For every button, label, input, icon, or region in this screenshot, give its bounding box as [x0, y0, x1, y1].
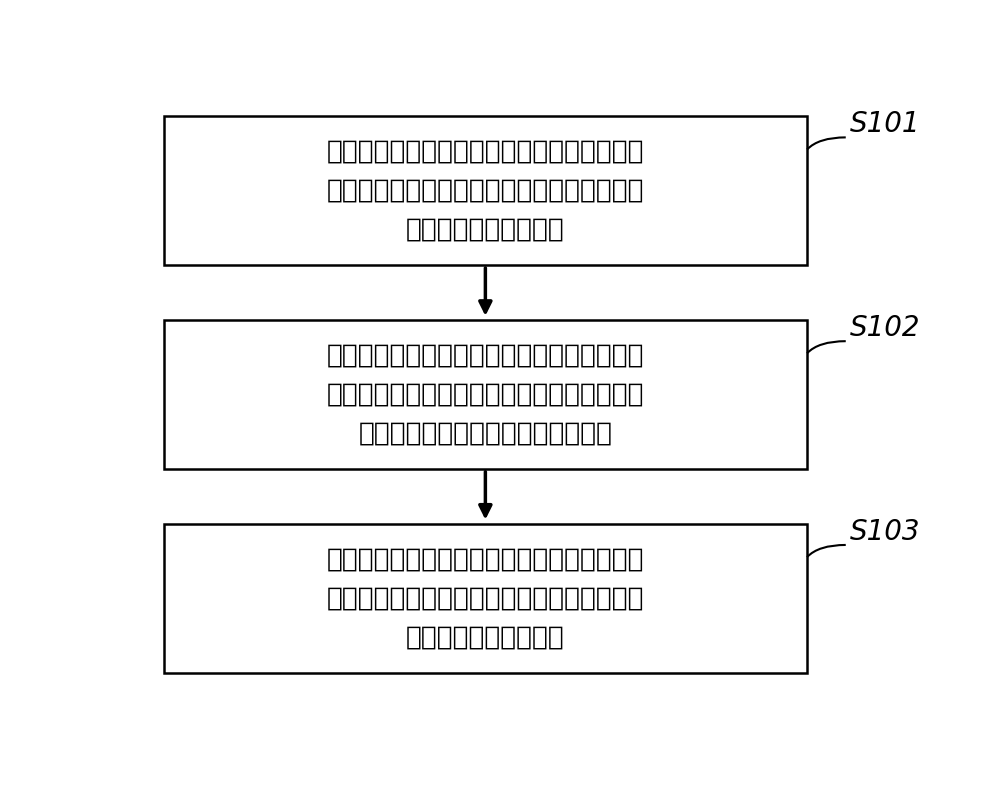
Bar	[164, 524, 807, 673]
Text: S103: S103	[850, 517, 920, 546]
Bar	[164, 320, 807, 469]
Text: S102: S102	[850, 314, 920, 342]
Text: 任意温控器开启分屏显示功能后，确定目标温
控器的数量，其中，所述目标温控器为已开启
分屏显示功能的温控器: 任意温控器开启分屏显示功能后，确定目标温 控器的数量，其中，所述目标温控器为已开…	[327, 138, 644, 243]
Text: 连续排列成矩形的至少两个目标温控器分别显
示目标界面中与各自位置对应的区域，以配合
显示出完整的目标界面: 连续排列成矩形的至少两个目标温控器分别显 示目标界面中与各自位置对应的区域，以配…	[327, 546, 644, 650]
Text: S101: S101	[850, 110, 920, 138]
Text: 所述任意温控器根据所述目标温控器的数量，
确定目标温控器的排列方式以及所述任意温控
器自身在所述排列方式中所处的位置: 所述任意温控器根据所述目标温控器的数量， 确定目标温控器的排列方式以及所述任意温…	[327, 342, 644, 446]
Bar	[164, 116, 807, 265]
